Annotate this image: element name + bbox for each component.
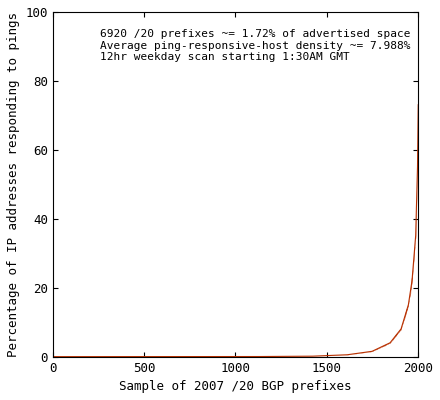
- X-axis label: Sample of 2007 /20 BGP prefixes: Sample of 2007 /20 BGP prefixes: [119, 380, 352, 393]
- Y-axis label: Percentage of IP addresses responding to pings: Percentage of IP addresses responding to…: [7, 12, 20, 357]
- Text: 6920 /20 prefixes ~= 1.72% of advertised space
Average ping-responsive-host dens: 6920 /20 prefixes ~= 1.72% of advertised…: [100, 29, 411, 62]
